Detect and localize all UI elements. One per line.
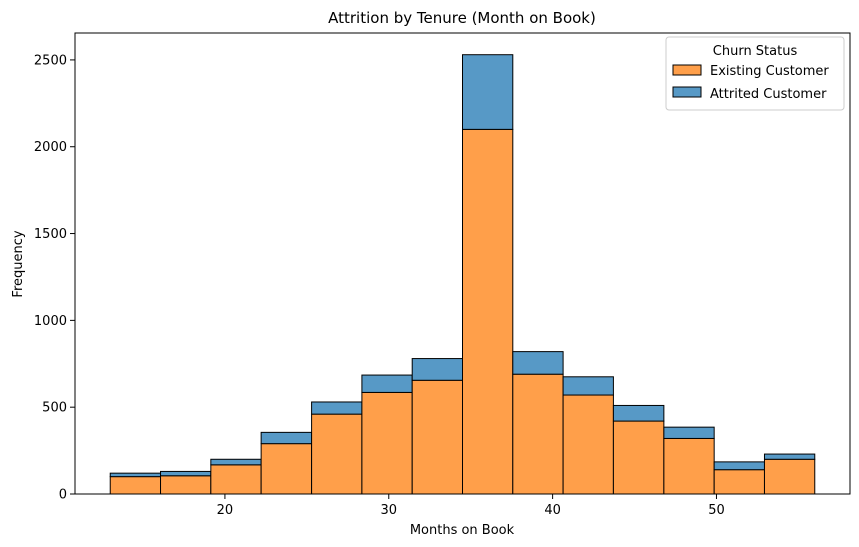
bar-attrited-customer-bin-0 [109, 472, 162, 478]
legend-swatch-attrited-customer [672, 86, 702, 98]
bar-attrited-customer-bin-12 [713, 461, 765, 471]
legend-label-existing-customer: Existing Customer [710, 64, 829, 79]
bar-existing-customer-bin-13 [763, 458, 816, 495]
bar-attrited-customer-bin-3 [260, 431, 313, 445]
bar-attrited-customer-bin-4 [311, 401, 363, 415]
bar-attrited-customer-bin-1 [160, 470, 212, 477]
legend-label-attrited-customer: Attrited Customer [710, 87, 827, 102]
y-axis-title: Frequency [11, 230, 26, 297]
y-tick-label-1000: 1000 [34, 314, 67, 329]
bar-existing-customer-bin-9 [562, 394, 614, 495]
x-tick-label-20: 20 [217, 503, 234, 518]
bar-existing-customer-bin-0 [109, 476, 162, 495]
legend-swatch-existing-customer [672, 64, 702, 76]
x-axis-title: Months on Book [410, 523, 515, 538]
plot-frame [74, 32, 851, 495]
bar-existing-customer-bin-8 [512, 373, 564, 495]
bar-attrited-customer-bin-2 [210, 458, 262, 466]
y-tick-label-2000: 2000 [34, 140, 67, 155]
y-tick-label-2500: 2500 [34, 53, 67, 68]
bar-existing-customer-bin-10 [612, 420, 665, 495]
bar-existing-customer-bin-4 [311, 413, 363, 495]
y-tick-label-0: 0 [59, 488, 67, 503]
bar-existing-customer-bin-5 [361, 391, 413, 495]
bar-existing-customer-bin-12 [713, 469, 765, 495]
x-tick-label-50: 50 [708, 503, 725, 518]
bar-existing-customer-bin-2 [210, 464, 262, 495]
x-axis: 20 30 40 50 [217, 494, 725, 518]
x-tick-label-30: 30 [380, 503, 397, 518]
legend-title: Churn Status [713, 44, 798, 59]
bar-existing-customer-bin-6 [411, 379, 463, 495]
bar-attrited-customer-bin-9 [562, 376, 614, 396]
bar-existing-customer-bin-7 [462, 128, 514, 495]
chart-title: Attrition by Tenure (Month on Book) [328, 9, 596, 27]
y-tick-label-1500: 1500 [34, 227, 67, 242]
bar-attrited-customer-bin-13 [763, 453, 816, 460]
bar-attrited-customer-bin-5 [361, 374, 413, 393]
bars-group [109, 54, 816, 495]
y-axis: 0 500 1000 1500 2000 2500 [34, 53, 75, 503]
y-tick-label-500: 500 [42, 401, 67, 416]
legend-box [665, 36, 845, 111]
bar-attrited-customer-bin-11 [663, 426, 715, 439]
bar-attrited-customer-bin-7 [462, 54, 514, 130]
bar-existing-customer-bin-3 [260, 443, 313, 495]
bar-existing-customer-bin-1 [160, 475, 212, 495]
bar-existing-customer-bin-11 [663, 437, 715, 495]
legend: Churn Status Existing Customer Attrited … [665, 36, 845, 111]
bar-attrited-customer-bin-10 [612, 404, 665, 422]
bar-attrited-customer-bin-6 [411, 358, 463, 381]
bar-attrited-customer-bin-8 [512, 351, 564, 375]
x-tick-label-40: 40 [544, 503, 561, 518]
